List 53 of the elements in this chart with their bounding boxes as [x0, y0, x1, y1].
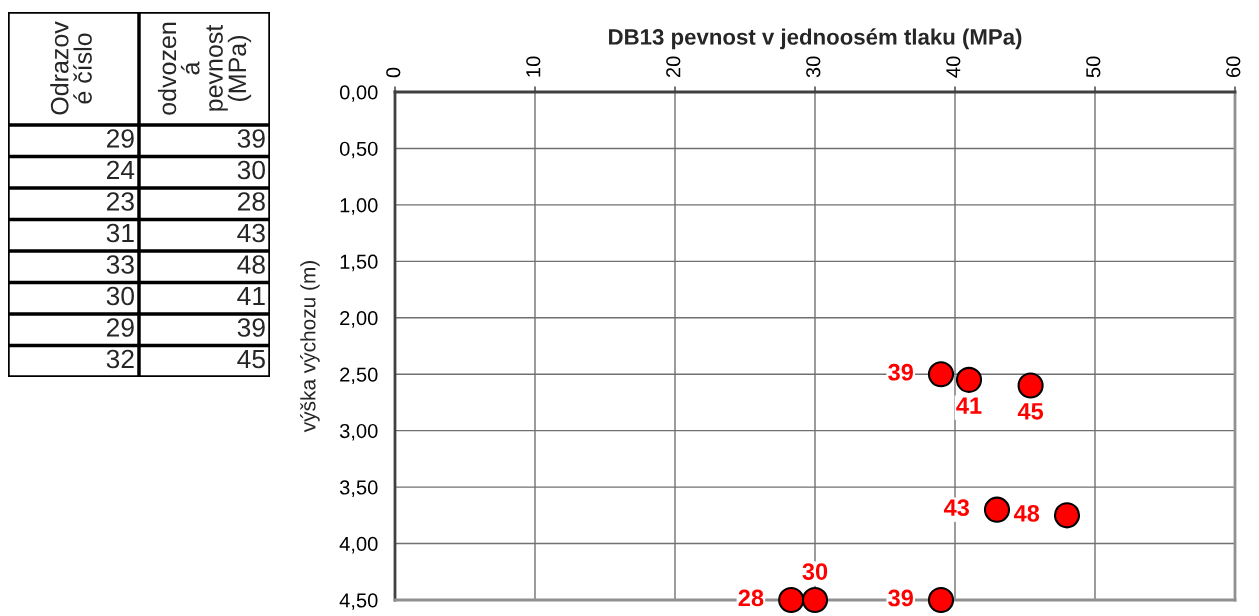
y-tick-label: 3,00 — [339, 423, 378, 441]
x-tick-label: 50 — [1086, 56, 1101, 78]
text: 39 — [237, 318, 265, 337]
annotation: 30 — [802, 563, 828, 580]
category-label: odvozen á pevnost (MPa) — [157, 22, 252, 115]
annotation: 39 — [888, 363, 913, 381]
y-tick-label: 3,50 — [339, 480, 378, 497]
text: 43 — [237, 223, 265, 243]
y-tick-label: 1,50 — [340, 254, 378, 272]
point — [927, 361, 955, 388]
text: 30 — [106, 286, 134, 306]
annotation: 48 — [1013, 504, 1040, 522]
text: 28 — [237, 192, 265, 211]
annotation: 45 — [1017, 403, 1044, 420]
annotation: 39 — [888, 589, 913, 607]
text: 30 — [237, 160, 265, 180]
text: 33 — [106, 255, 134, 274]
y-tick-label: 1,00 — [340, 198, 378, 215]
point — [955, 366, 983, 393]
point — [801, 586, 829, 614]
text: 48 — [237, 255, 265, 274]
x-tick-label: 0 — [386, 67, 401, 78]
text: 24 — [106, 160, 135, 180]
y-tick-label: 4,50 — [339, 593, 378, 610]
text: 32 — [106, 349, 134, 369]
text: 39 — [237, 129, 265, 148]
text: 23 — [106, 192, 134, 211]
text: 45 — [237, 349, 265, 369]
point — [1017, 372, 1044, 399]
x-tick-label: 30 — [806, 56, 821, 78]
point — [927, 586, 955, 614]
text: 29 — [106, 318, 134, 337]
annotation: 41 — [956, 397, 982, 414]
point — [983, 496, 1011, 523]
y-tick-label: 4,00 — [339, 536, 378, 554]
text: 41 — [237, 286, 265, 306]
y-tick-label: 0,00 — [339, 85, 378, 102]
y-tick-label: 0,50 — [339, 141, 378, 159]
y-tick-label: 2,00 — [340, 311, 378, 328]
x-tick-label: 60 — [1226, 56, 1241, 78]
chart-title: DB13 pevnost v jednoosém tlaku (MPa) — [609, 28, 1022, 50]
category-label: Odrazov é číslo — [50, 21, 92, 115]
x-tick-label: 10 — [526, 56, 541, 77]
text: 31 — [106, 223, 134, 243]
y-tick-label: 2,50 — [340, 367, 378, 385]
annotation: 28 — [738, 589, 764, 607]
point — [1053, 502, 1081, 529]
text: 29 — [106, 129, 134, 148]
x-tick-label: 20 — [666, 56, 681, 78]
y-axis-title: výška výchozu (m) — [300, 261, 320, 433]
annotation: 43 — [943, 499, 969, 517]
point — [778, 586, 805, 614]
x-tick-label: 40 — [946, 56, 961, 78]
